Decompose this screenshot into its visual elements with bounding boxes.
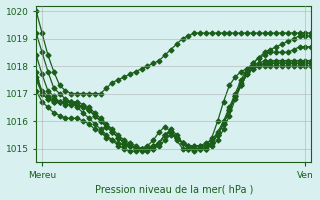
X-axis label: Pression niveau de la mer( hPa ): Pression niveau de la mer( hPa ) (95, 184, 253, 194)
